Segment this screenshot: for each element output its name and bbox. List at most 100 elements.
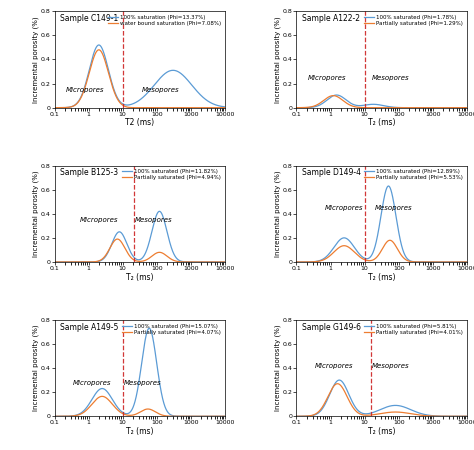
Text: Mesopores: Mesopores [124, 379, 162, 386]
100% saturated (Phi=12.89%) [323, 254, 329, 260]
Partially saturated (Phi=1.29%) [330, 93, 336, 99]
100% saturation (Phi=13.37%) [222, 104, 228, 109]
100% saturated (Phi=15.07%) [222, 414, 228, 419]
Partially saturated (Phi=4.94%) [81, 259, 87, 265]
100% saturated (Phi=1.78%) [313, 104, 319, 109]
Partially saturated (Phi=5.53%) [461, 259, 466, 265]
100% saturated (Phi=1.78%) [334, 92, 339, 98]
Partially saturated (Phi=1.29%) [442, 105, 448, 110]
100% saturated (Phi=5.81%) [442, 414, 448, 419]
Line: 100% saturated (Phi=1.78%): 100% saturated (Phi=1.78%) [296, 95, 467, 108]
Partially saturated (Phi=5.53%) [293, 259, 299, 265]
100% saturated (Phi=12.89%) [442, 259, 448, 265]
100% saturation (Phi=13.37%) [201, 95, 206, 100]
Text: Sample A122-2: Sample A122-2 [301, 14, 360, 23]
Partially saturated (Phi=5.53%) [442, 259, 448, 265]
Partially saturated (Phi=5.53%) [359, 256, 365, 261]
water bound saturation (Phi=7.08%) [71, 103, 77, 108]
Text: Mesopores: Mesopores [372, 363, 409, 369]
100% saturated (Phi=15.07%) [146, 325, 152, 331]
100% saturated (Phi=5.81%) [464, 414, 470, 419]
100% saturated (Phi=11.82%) [52, 259, 57, 265]
100% saturated (Phi=5.81%) [313, 412, 319, 417]
Line: water bound saturation (Phi=7.08%): water bound saturation (Phi=7.08%) [55, 50, 225, 108]
Text: Mesopores: Mesopores [141, 86, 179, 93]
Partially saturated (Phi=5.53%) [323, 256, 329, 261]
Y-axis label: Incremental porosity (%): Incremental porosity (%) [33, 325, 39, 411]
100% saturated (Phi=15.07%) [124, 411, 130, 416]
Text: Micropores: Micropores [73, 379, 111, 386]
water bound saturation (Phi=7.08%) [201, 105, 206, 110]
Partially saturated (Phi=5.53%) [464, 259, 470, 265]
100% saturated (Phi=11.82%) [222, 259, 228, 265]
Partially saturated (Phi=4.01%) [335, 381, 340, 387]
Text: Micropores: Micropores [315, 363, 353, 369]
100% saturated (Phi=1.78%) [461, 105, 466, 110]
Line: Partially saturated (Phi=1.29%): Partially saturated (Phi=1.29%) [296, 96, 467, 108]
Legend: 100% saturated (Phi=1.78%), Partially saturated (Phi=1.29%): 100% saturated (Phi=1.78%), Partially sa… [364, 14, 464, 27]
Partially saturated (Phi=4.94%) [222, 259, 228, 265]
100% saturation (Phi=13.37%) [81, 86, 87, 91]
100% saturation (Phi=13.37%) [71, 103, 77, 108]
100% saturated (Phi=1.78%) [323, 98, 329, 104]
100% saturation (Phi=13.37%) [52, 105, 57, 110]
Partially saturated (Phi=4.01%) [359, 412, 365, 417]
Line: Partially saturated (Phi=4.07%): Partially saturated (Phi=4.07%) [55, 396, 225, 416]
Partially saturated (Phi=4.94%) [52, 259, 57, 265]
Partially saturated (Phi=1.29%) [461, 105, 466, 110]
100% saturated (Phi=12.89%) [464, 259, 470, 265]
X-axis label: T₂ (ms): T₂ (ms) [126, 273, 154, 282]
water bound saturation (Phi=7.08%) [117, 100, 123, 105]
Text: Mesopores: Mesopores [375, 205, 412, 211]
100% saturated (Phi=1.78%) [359, 103, 365, 108]
100% saturated (Phi=15.07%) [201, 414, 206, 419]
Text: Mesopores: Mesopores [372, 75, 409, 81]
water bound saturation (Phi=7.08%) [222, 105, 228, 110]
100% saturated (Phi=5.81%) [359, 410, 365, 416]
Partially saturated (Phi=4.07%) [219, 414, 225, 419]
Y-axis label: Incremental porosity (%): Incremental porosity (%) [33, 171, 39, 257]
Partially saturated (Phi=4.01%) [461, 414, 466, 419]
water bound saturation (Phi=7.08%) [219, 105, 225, 110]
Partially saturated (Phi=1.29%) [313, 103, 319, 108]
X-axis label: T₂ (ms): T₂ (ms) [368, 427, 395, 436]
Partially saturated (Phi=4.07%) [71, 413, 77, 418]
Line: 100% saturated (Phi=5.81%): 100% saturated (Phi=5.81%) [296, 380, 467, 416]
Legend: 100% saturated (Phi=12.89%), Partially saturated (Phi=5.53%): 100% saturated (Phi=12.89%), Partially s… [364, 168, 464, 181]
Partially saturated (Phi=1.29%) [293, 105, 299, 110]
Line: 100% saturated (Phi=15.07%): 100% saturated (Phi=15.07%) [55, 328, 225, 416]
100% saturated (Phi=15.07%) [71, 413, 77, 418]
X-axis label: T₂ (ms): T₂ (ms) [368, 118, 395, 127]
Y-axis label: Incremental porosity (%): Incremental porosity (%) [33, 16, 39, 103]
X-axis label: T₂ (ms): T₂ (ms) [126, 427, 154, 436]
Legend: 100% saturation (Phi=13.37%), water bound saturation (Phi=7.08%): 100% saturation (Phi=13.37%), water boun… [107, 14, 222, 27]
100% saturated (Phi=12.89%) [366, 255, 372, 261]
water bound saturation (Phi=7.08%) [96, 47, 102, 53]
100% saturated (Phi=11.82%) [81, 259, 87, 265]
100% saturated (Phi=1.78%) [366, 102, 372, 107]
Partially saturated (Phi=4.01%) [464, 414, 470, 419]
Text: Sample G149-6: Sample G149-6 [301, 323, 361, 332]
Text: Sample A149-5: Sample A149-5 [60, 323, 118, 332]
Line: Partially saturated (Phi=5.53%): Partially saturated (Phi=5.53%) [296, 240, 467, 262]
100% saturated (Phi=11.82%) [71, 259, 77, 265]
Partially saturated (Phi=4.07%) [81, 410, 87, 415]
100% saturated (Phi=15.07%) [219, 414, 225, 419]
Partially saturated (Phi=4.01%) [313, 411, 319, 416]
Partially saturated (Phi=4.94%) [201, 259, 206, 265]
Partially saturated (Phi=4.07%) [52, 414, 57, 419]
Legend: 100% saturated (Phi=11.82%), Partially saturated (Phi=4.94%): 100% saturated (Phi=11.82%), Partially s… [121, 168, 222, 181]
Partially saturated (Phi=4.01%) [293, 414, 299, 419]
Text: Micropores: Micropores [325, 205, 364, 211]
100% saturated (Phi=5.81%) [293, 414, 299, 419]
Legend: 100% saturated (Phi=5.81%), Partially saturated (Phi=4.01%): 100% saturated (Phi=5.81%), Partially sa… [364, 323, 464, 336]
Partially saturated (Phi=4.07%) [117, 409, 123, 414]
100% saturated (Phi=15.07%) [52, 414, 57, 419]
100% saturated (Phi=15.07%) [81, 408, 87, 413]
Partially saturated (Phi=5.53%) [313, 259, 319, 264]
100% saturated (Phi=5.81%) [323, 400, 329, 405]
X-axis label: T2 (ms): T2 (ms) [125, 118, 154, 127]
100% saturated (Phi=12.89%) [293, 259, 299, 265]
100% saturation (Phi=13.37%) [96, 42, 102, 48]
Text: Micropores: Micropores [66, 86, 104, 93]
